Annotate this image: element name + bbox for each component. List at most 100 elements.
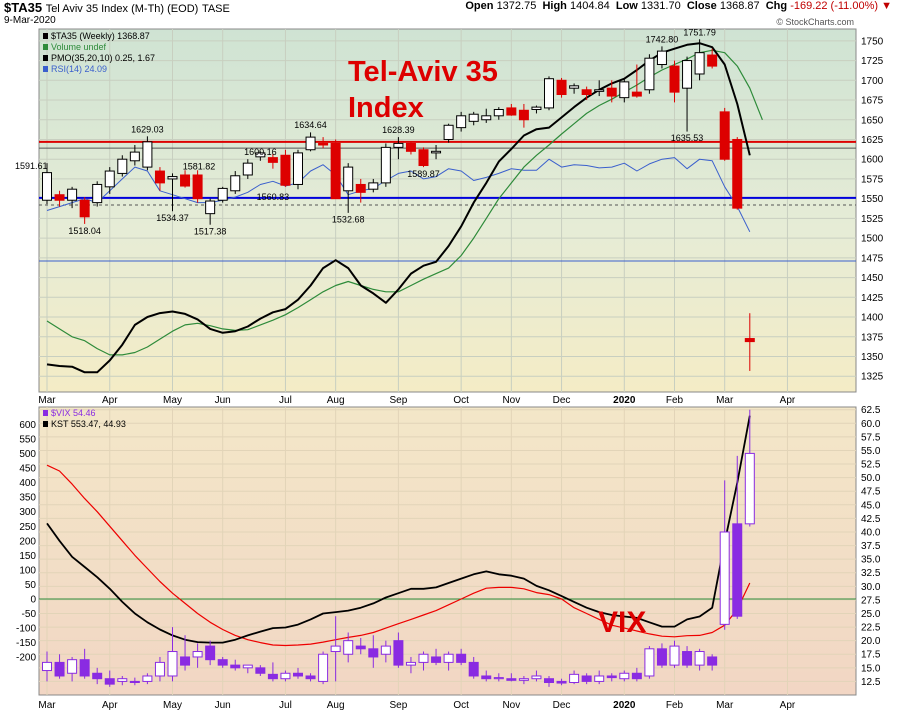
vix-tick-label: 12.5: [861, 677, 881, 688]
price-candle: [506, 103, 517, 116]
vix-candle: [205, 640, 216, 666]
vix-x-label: Apr: [780, 700, 796, 711]
kst-tick-label: -150: [16, 638, 36, 649]
vix-candle: [54, 654, 65, 679]
price-tick-label: 1750: [861, 36, 884, 47]
price-tick-label: 1325: [861, 372, 884, 383]
candle-body: [205, 200, 216, 215]
vix-body: [405, 661, 416, 666]
vix-candle: [418, 651, 429, 671]
price-tick-label: 1500: [861, 234, 884, 245]
candle-body: [318, 142, 329, 146]
vix-body: [682, 651, 693, 666]
price-candle: [54, 190, 65, 207]
vix-candle: [405, 656, 416, 674]
kst-tick-label: 50: [25, 580, 37, 591]
candle-body: [493, 108, 504, 117]
vix-body: [431, 656, 442, 663]
vix-body: [606, 675, 617, 679]
close-label: Close: [686, 0, 717, 12]
vix-body: [217, 659, 228, 666]
vix-body: [380, 645, 391, 655]
price-candle: [393, 137, 404, 160]
chg-label: Chg: [765, 0, 788, 12]
kst-tick-label: 600: [19, 420, 36, 431]
price-tick-label: 1375: [861, 332, 884, 343]
vix-candle: [707, 654, 718, 671]
vix-candle: [242, 664, 253, 674]
symbol-description: Tel Aviv 35 Index (M-Th) (EOD): [45, 3, 199, 15]
kst-tick-label: 300: [19, 507, 36, 518]
price-tick-label: 1575: [861, 174, 884, 185]
price-tick-label: 1725: [861, 56, 884, 67]
line-icon: [43, 66, 48, 72]
price-annotation: 1629.03: [131, 124, 164, 134]
vix-body: [694, 651, 705, 666]
price-candle: [682, 56, 693, 132]
kst-tick-label: 250: [19, 522, 36, 533]
price-candle: [305, 132, 316, 152]
candle-body: [230, 175, 241, 192]
price-candle: [129, 145, 140, 166]
vix-body: [54, 661, 65, 677]
price-tick-label: 1400: [861, 313, 884, 324]
price-annotation: 1635.53: [671, 133, 704, 143]
candle-body: [154, 170, 165, 184]
vix-body: [368, 648, 379, 658]
price-candle: [180, 170, 191, 188]
candle-body: [669, 65, 680, 93]
price-candle: [142, 136, 153, 171]
price-candle: [117, 155, 128, 177]
symbol-title: $TA35 Tel Aviv 35 Index (M-Th) (EOD) TAS…: [4, 0, 230, 15]
price-candle: [217, 186, 228, 203]
vix-candle: [431, 648, 442, 666]
legend-label: $VIX 54.46: [51, 408, 96, 418]
vix-candle: [67, 656, 78, 682]
vix-body: [631, 672, 642, 680]
price-annotation: 1600.16: [244, 147, 277, 157]
price-tick-label: 1675: [861, 96, 884, 107]
price-candle: [456, 111, 467, 132]
candle-body: [54, 194, 65, 201]
vix-body: [330, 645, 341, 653]
candle-body: [67, 188, 78, 201]
price-x-label: Oct: [453, 395, 469, 406]
vix-x-label: Jun: [215, 700, 231, 711]
credit: © StockCharts.com: [776, 17, 854, 27]
vix-candle: [556, 678, 567, 686]
vix-candle: [656, 643, 667, 668]
price-candle: [42, 163, 52, 205]
candle-body: [305, 136, 316, 151]
vix-candle: [180, 635, 191, 671]
vix-body: [230, 664, 241, 669]
vix-candle: [644, 646, 655, 679]
candle-icon: [43, 33, 48, 39]
vix-tick-label: 22.5: [861, 623, 881, 634]
vix-tick-label: 17.5: [861, 650, 881, 661]
price-candle: [443, 123, 454, 143]
vix-candle: [456, 648, 467, 666]
price-x-label: May: [163, 395, 182, 406]
price-x-label: Apr: [780, 395, 796, 406]
price-candle: [619, 78, 630, 103]
candle-body: [456, 115, 467, 129]
line-icon: [43, 55, 48, 61]
price-annotation: 1751.79: [683, 27, 716, 37]
price-tick-label: 1700: [861, 76, 884, 87]
price-candle: [719, 107, 730, 161]
price-candle: [418, 147, 429, 168]
vix-x-label: 2020: [613, 700, 636, 711]
candle-body: [431, 150, 442, 154]
vix-body: [569, 673, 580, 684]
price-candle: [318, 137, 329, 149]
vix-x-label: Oct: [453, 700, 469, 711]
candle-body: [267, 157, 278, 163]
price-x-label: Dec: [553, 395, 571, 406]
price-candle: [606, 80, 617, 103]
price-candle: [518, 103, 529, 128]
price-annotation: 1518.04: [68, 226, 101, 236]
candle-body: [104, 170, 115, 188]
candle-body: [167, 176, 178, 180]
price-candle: [355, 178, 366, 203]
candle-body: [569, 85, 580, 89]
